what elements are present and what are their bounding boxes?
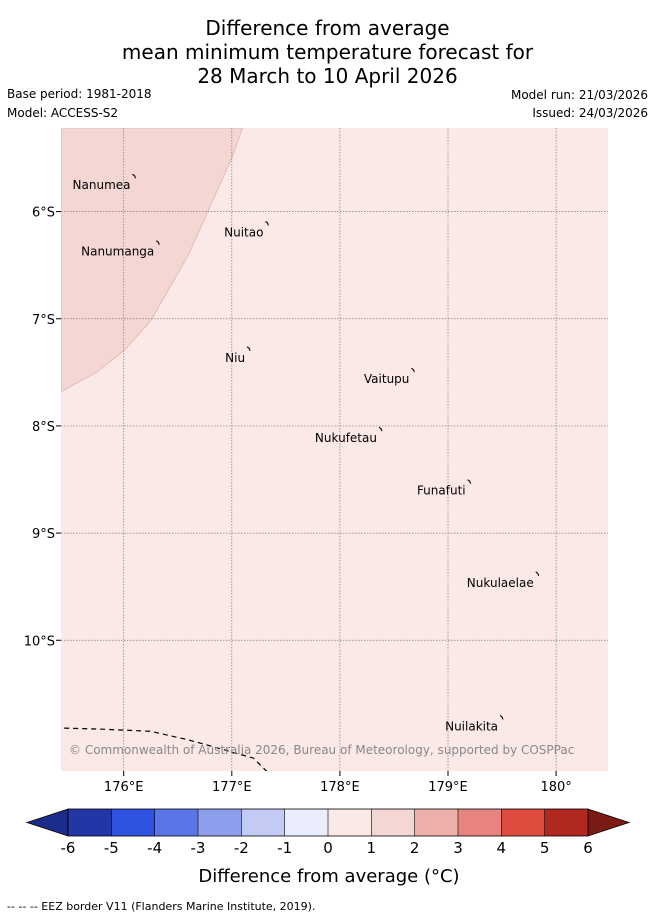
island-label-nanumea: Nanumea	[73, 178, 131, 192]
island-shape	[535, 571, 540, 577]
colorbar-swatch	[111, 809, 155, 836]
island-label-nuitao: Nuitao	[224, 225, 263, 239]
island-label-nukufetau: Nukufetau	[315, 431, 377, 445]
lat-tick-label: 8°S	[32, 420, 55, 435]
model-run-text: Model run: 21/03/2026	[510, 88, 648, 102]
colorbar-swatch	[198, 809, 242, 836]
lon-tick-label: 176°E	[104, 780, 144, 795]
colorbar-over-arrow	[587, 808, 631, 837]
colorbar-swatch	[284, 809, 329, 836]
eez-legend-text: -- -- -- EEZ border V11 (Flanders Marine…	[7, 900, 316, 913]
lat-tick-label: 9°S	[32, 527, 55, 542]
island-shape	[155, 240, 160, 245]
island-shape	[378, 426, 383, 432]
island-shape	[246, 346, 251, 351]
colorbar-tick-label: 4	[497, 839, 507, 857]
title-line-1: Difference from average	[205, 16, 450, 40]
island-shape	[467, 479, 472, 484]
lat-tick-label: 7°S	[32, 313, 55, 328]
island-shape	[132, 173, 137, 179]
lon-tick-label: 178°E	[320, 780, 360, 795]
colorbar-swatch	[501, 809, 545, 836]
island-label-funafuti: Funafuti	[417, 484, 466, 498]
colorbar-tick-label: 3	[453, 839, 463, 857]
island-label-vaitupu: Vaitupu	[364, 372, 410, 386]
warmer-anomaly-region	[61, 128, 243, 392]
colorbar-tick-label: 1	[367, 839, 377, 857]
colorbar-swatch	[328, 809, 372, 836]
colorbar-tick-label: 0	[323, 839, 333, 857]
colorbar-tick-label: -4	[147, 839, 162, 857]
colorbar: -6 -5 -4 -3 -2 -1 0 1 2 3 4 5 6 Difference from avera…	[25, 808, 631, 887]
lon-tick-label: 177°E	[212, 780, 252, 795]
base-period-text: Base period: 1981-2018	[7, 87, 152, 101]
island-shape	[411, 367, 415, 373]
island-label-nukulaelae: Nukulaelae	[467, 576, 534, 590]
colorbar-swatch	[544, 809, 589, 836]
colorbar-tick-label: -6	[61, 839, 76, 857]
colorbar-tick-label: 5	[540, 839, 550, 857]
island-shape	[499, 714, 504, 720]
title-line-2: mean minimum temperature forecast for	[121, 40, 534, 64]
lat-tick-label: 6°S	[32, 206, 55, 221]
colorbar-under-arrow	[25, 808, 69, 837]
model-text: Model: ACCESS-S2	[7, 106, 119, 120]
copyright-text: © Commonwealth of Australia 2026, Bureau…	[69, 743, 574, 757]
colorbar-tick-label: 2	[410, 839, 420, 857]
colorbar-swatch	[154, 809, 199, 836]
lon-tick-label: 179°E	[428, 780, 468, 795]
colorbar-tick-label: -5	[104, 839, 119, 857]
colorbar-tick-label: 6	[583, 839, 593, 857]
eez-border-line	[64, 727, 268, 771]
lat-tick-label: 10°S	[24, 634, 55, 649]
lon-tick-label: 180°	[540, 780, 571, 795]
colorbar-swatch	[458, 809, 502, 836]
map-title: Difference from average mean minimum tem…	[0, 16, 655, 88]
title-line-3: 28 March to 10 April 2026	[197, 64, 458, 88]
colorbar-swatch	[68, 809, 112, 836]
island-label-nanumanga: Nanumanga	[81, 245, 154, 259]
colorbar-tick-label: -2	[234, 839, 249, 857]
map-panel: Nanumea Nanumanga Nuitao Niu Vaitupu Nukufeta…	[24, 128, 608, 795]
colorbar-swatch	[414, 809, 459, 836]
island-label-niu: Niu	[225, 351, 245, 365]
colorbar-tick-label: -3	[191, 839, 206, 857]
colorbar-swatch	[371, 809, 415, 836]
colorbar-tick-label: -1	[277, 839, 292, 857]
island-shape	[265, 220, 269, 226]
colorbar-swatch	[241, 809, 285, 836]
colorbar-title: Difference from average (°C)	[198, 866, 459, 887]
island-label-nuilakita: Nuilakita	[445, 719, 498, 733]
issued-text: Issued: 24/03/2026	[532, 106, 648, 120]
